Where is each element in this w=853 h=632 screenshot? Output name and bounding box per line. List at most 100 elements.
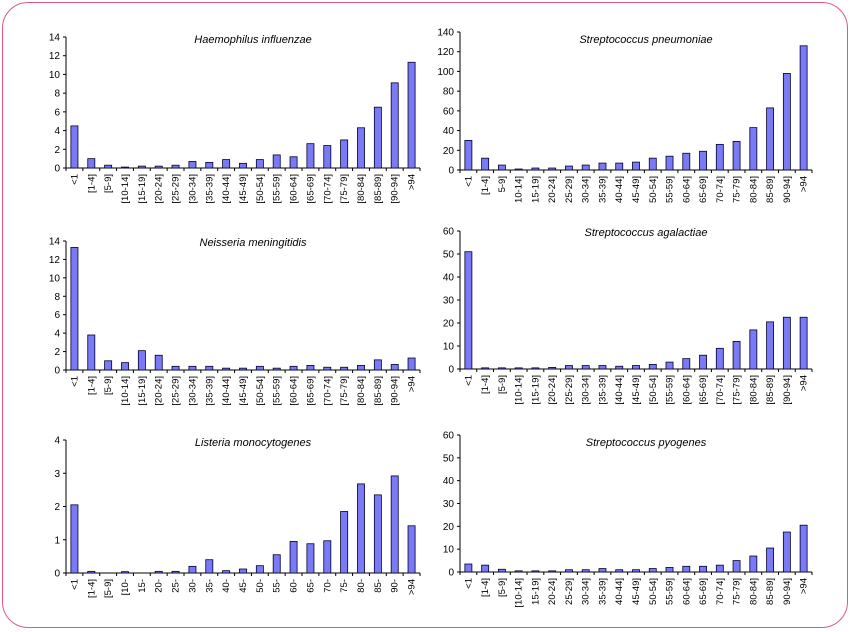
- bar: [581, 164, 590, 171]
- x-tick-label: >94: [799, 176, 810, 192]
- bar: [171, 570, 180, 574]
- x-tick-label: 80-84]: [748, 578, 759, 605]
- bar: [373, 359, 382, 371]
- bar: [782, 531, 791, 573]
- x-tick-label: [10-14]: [514, 375, 525, 405]
- bar: [732, 340, 741, 370]
- bar: [323, 366, 332, 371]
- x-tick-label: [75-79]: [732, 375, 743, 405]
- bar: [239, 568, 247, 574]
- bar: [581, 569, 590, 573]
- bar: [699, 565, 707, 573]
- bar: [632, 365, 640, 370]
- bar: [531, 367, 540, 370]
- y-tick-label: 4: [54, 436, 60, 447]
- bar: [682, 358, 691, 370]
- y-tick-label: 80: [443, 87, 455, 98]
- bar: [665, 361, 674, 370]
- x-tick-label: [30-34]: [187, 174, 198, 204]
- x-tick-label: 60-64]: [681, 176, 692, 203]
- y-tick-label: 0: [54, 569, 60, 580]
- bar: [581, 365, 590, 370]
- bar: [615, 569, 624, 573]
- y-tick-label: 4: [54, 126, 60, 137]
- bar: [87, 334, 96, 371]
- bar: [205, 559, 214, 574]
- x-tick-label: 40-44]: [614, 578, 625, 605]
- x-tick-label: [90-94]: [390, 174, 401, 204]
- x-tick-label: 90-94]: [782, 176, 793, 203]
- bar: [340, 511, 349, 574]
- bar: [548, 366, 557, 370]
- x-tick-label: <1: [69, 174, 80, 185]
- x-tick-label: 20-: [154, 579, 165, 593]
- bar: [715, 143, 724, 171]
- bar: [137, 350, 146, 371]
- x-tick-label: [5-9]: [103, 174, 114, 193]
- bar: [464, 563, 473, 573]
- x-tick-label: 40-44]: [614, 176, 625, 203]
- x-tick-label: [1-4]: [86, 376, 97, 395]
- x-tick-label: [10-: [120, 579, 131, 595]
- y-tick-label: 12: [49, 51, 61, 62]
- x-tick-label: [45-49]: [631, 375, 642, 405]
- bar: [272, 154, 281, 169]
- x-tick-label: [90-94]: [782, 375, 793, 405]
- x-tick-label: 45-: [238, 579, 249, 593]
- bar: [481, 367, 490, 370]
- x-tick-label: 70-74]: [715, 176, 726, 203]
- bar: [682, 152, 691, 171]
- bar: [799, 524, 808, 573]
- chart-panel: Neisseria meningitidis 0 2 4 6 8 10 12 14 <1 [1-4]…: [49, 237, 421, 406]
- bar: [222, 570, 231, 574]
- bar: [799, 316, 808, 370]
- y-tick-label: 20: [443, 146, 455, 157]
- x-tick-label: [80-84]: [356, 376, 367, 406]
- bar: [598, 568, 607, 573]
- x-tick-label: [20-24]: [547, 375, 558, 405]
- bar: [104, 360, 113, 371]
- chart-panel: Streptococcus pneumoniae 0 20 40 60 80 100 120 1…: [437, 28, 813, 203]
- chart-title: Streptococcus agalactiae: [585, 227, 708, 239]
- bar: [289, 541, 298, 574]
- bar: [373, 106, 382, 169]
- x-tick-label: <1: [69, 579, 80, 590]
- x-tick-label: 60-: [289, 579, 300, 593]
- bar: [205, 365, 214, 371]
- chart-title: Streptococcus pyogenes: [586, 437, 707, 449]
- x-tick-label: 70-74]: [715, 578, 726, 605]
- x-tick-label: 65-: [305, 579, 316, 593]
- x-tick-label: [25-29]: [171, 174, 182, 204]
- x-tick-label: [80-84]: [748, 375, 759, 405]
- x-tick-label: [55-59]: [272, 174, 283, 204]
- x-tick-label: 30-: [187, 579, 198, 593]
- x-tick-label: [50-54]: [648, 375, 659, 405]
- x-tick-label: [50-54]: [255, 174, 266, 204]
- x-tick-label: [65-69]: [698, 375, 709, 405]
- bar: [121, 571, 129, 574]
- x-tick-label: [90-94]: [390, 376, 401, 406]
- bar: [137, 165, 146, 169]
- y-tick-label: 2: [54, 347, 60, 358]
- bar: [782, 73, 791, 171]
- bar: [514, 168, 523, 171]
- x-tick-label: 50-54]: [648, 578, 659, 605]
- bar: [390, 82, 399, 169]
- bar: [464, 140, 473, 171]
- bar: [632, 569, 640, 573]
- bar: [648, 157, 657, 171]
- x-tick-label: 25-29]: [564, 578, 575, 605]
- bar: [171, 164, 180, 169]
- y-tick-label: 0: [448, 166, 454, 177]
- x-tick-label: 45-49]: [631, 578, 642, 605]
- y-tick-label: 10: [49, 273, 61, 284]
- y-tick-label: 40: [443, 476, 455, 487]
- bar: [188, 365, 197, 371]
- x-tick-label: 65-69]: [698, 578, 709, 605]
- x-tick-label: 35-: [204, 579, 215, 593]
- bar: [255, 565, 264, 574]
- bar: [323, 540, 332, 574]
- y-tick-label: 60: [443, 106, 455, 117]
- x-tick-label: >94: [407, 376, 418, 392]
- bar: [171, 365, 180, 371]
